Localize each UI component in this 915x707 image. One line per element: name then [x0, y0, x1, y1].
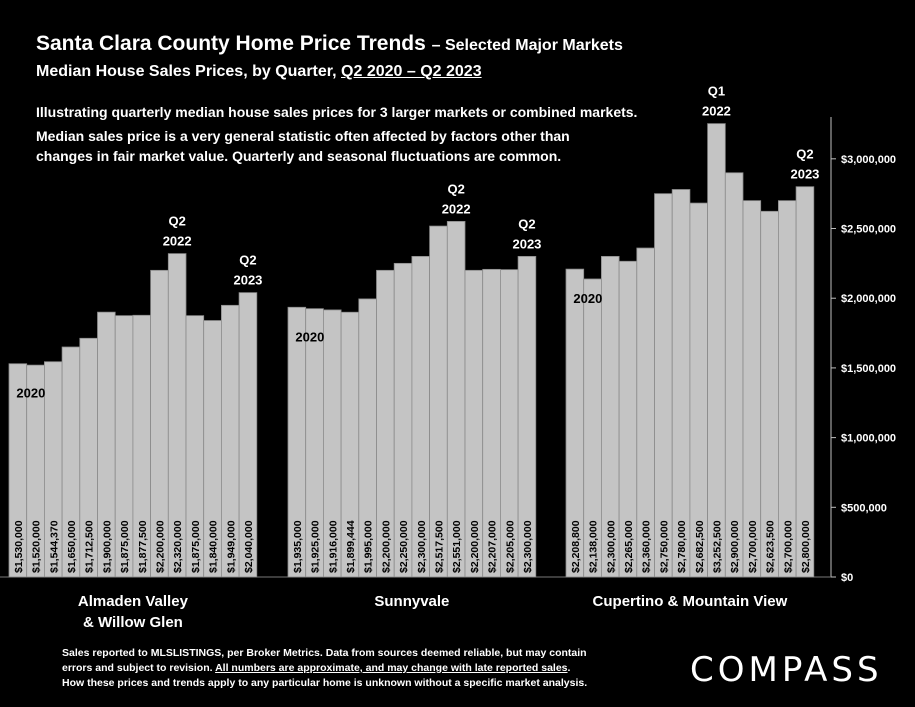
- quarter-annotation: Q2: [518, 216, 535, 231]
- bar-group: $1,530,000 $1,520,000 $1,544,370 $1,650,000…: [8, 214, 262, 578]
- bar-value-label: $1,520,000: [31, 520, 43, 573]
- bar-value-label: $1,935,000: [292, 520, 304, 573]
- bar-value-label: $2,200,000: [469, 520, 481, 573]
- bar-value-label: $2,780,000: [676, 520, 688, 573]
- bar-value-label: $2,265,000: [623, 520, 635, 573]
- footer-line-2c: .: [567, 662, 571, 674]
- bar-value-label: $2,750,000: [658, 520, 670, 573]
- quarter-annotation: Q2: [239, 253, 256, 268]
- bar-value-label: $1,650,000: [66, 520, 78, 573]
- quarter-annotation: 2023: [512, 236, 541, 251]
- bar: [724, 172, 744, 578]
- y-tick-label: $1,000,000: [841, 433, 896, 445]
- group-label: Cupertino & Mountain View: [593, 593, 788, 610]
- title-main: Santa Clara County Home Price Trends: [36, 32, 426, 55]
- quarter-annotation: 2023: [790, 167, 819, 182]
- note-line-2: Median sales price is a very general sta…: [36, 128, 570, 144]
- footer-line-2a: errors and subject to revision.: [62, 662, 213, 674]
- bar-value-label: $2,517,500: [433, 520, 445, 573]
- bar: [707, 123, 726, 578]
- bar-value-label: $2,300,000: [416, 520, 428, 573]
- bar-value-label: $2,205,000: [504, 520, 516, 573]
- bar-value-label: $1,712,500: [84, 520, 96, 573]
- chart-title: Santa Clara County Home Price Trends – S…: [36, 32, 623, 56]
- compass-logo: COMPASS: [690, 650, 883, 690]
- quarter-annotation: Q1: [708, 84, 725, 99]
- bar-value-label: $2,138,000: [588, 520, 600, 573]
- bar-value-label: $1,840,000: [208, 520, 220, 573]
- year-annotation: 2020: [295, 329, 324, 344]
- y-tick-label: $3,000,000: [841, 154, 896, 166]
- subtitle-range: Q2 2020 – Q2 2023: [341, 63, 482, 80]
- bar-value-label: $2,320,000: [172, 520, 184, 573]
- bar-value-label: $1,925,000: [310, 520, 322, 573]
- bar-value-label: $1,995,000: [363, 520, 375, 573]
- bar-group: $1,935,000 $1,925,000 $1,916,000 $1,899,444…: [287, 181, 541, 578]
- bar-value-label: $1,875,000: [190, 520, 202, 573]
- bar-value-label: $1,544,370: [48, 520, 60, 573]
- bar-value-label: $1,900,000: [101, 520, 113, 573]
- bar-value-label: $2,700,000: [747, 520, 759, 573]
- y-tick-label: $0: [841, 572, 853, 584]
- quarter-annotation: 2022: [442, 201, 471, 216]
- bar-value-label: $2,250,000: [398, 520, 410, 573]
- bar-value-label: $2,700,000: [782, 520, 794, 573]
- bar-value-label: $2,300,000: [522, 520, 534, 573]
- footer-line-3: How these prices and trends apply to any…: [62, 677, 588, 689]
- footer-line-1: Sales reported to MLSLISTINGS, per Broke…: [62, 647, 587, 659]
- bar: [795, 186, 815, 578]
- group-label: Sunnyvale: [374, 593, 449, 610]
- bar: [238, 292, 258, 578]
- footer-line-2b: All numbers are approximate, and may cha…: [215, 662, 568, 674]
- bar-value-label: $1,899,444: [345, 520, 357, 573]
- quarter-annotation: Q2: [447, 181, 464, 196]
- y-tick-label: $500,000: [841, 502, 887, 514]
- title-suffix: – Selected Major Markets: [431, 37, 623, 54]
- bar-value-label: $2,360,000: [641, 520, 653, 573]
- year-annotation: 2020: [573, 291, 602, 306]
- bar-value-label: $2,200,000: [154, 520, 166, 573]
- group-label: & Willow Glen: [83, 614, 183, 631]
- bar-value-label: $1,875,000: [119, 520, 131, 573]
- bar-value-label: $1,530,000: [13, 520, 25, 573]
- quarter-annotation: Q2: [168, 214, 185, 229]
- bar: [517, 255, 537, 578]
- bar-value-label: $1,916,000: [327, 520, 339, 573]
- footer-disclaimer: Sales reported to MLSLISTINGS, per Broke…: [62, 646, 587, 691]
- y-tick-label: $1,500,000: [841, 363, 896, 375]
- note-block: Median sales price is a very general sta…: [36, 126, 570, 166]
- bar-value-label: $2,800,000: [800, 520, 812, 573]
- quarter-annotation: 2022: [702, 104, 731, 119]
- note-line-1: Illustrating quarterly median house sale…: [36, 104, 638, 120]
- bar-value-label: $2,623,500: [765, 520, 777, 573]
- bar-value-label: $2,208,800: [570, 520, 582, 573]
- bar-value-label: $2,040,000: [243, 520, 255, 573]
- bar-value-label: $3,252,500: [711, 520, 723, 573]
- group-label: Almaden Valley: [78, 593, 189, 610]
- bar-value-label: $2,900,000: [729, 520, 741, 573]
- bar-value-label: $2,551,000: [451, 520, 463, 573]
- note-line-3: changes in fair market value. Quarterly …: [36, 148, 562, 164]
- footer-line-2: errors and subject to revision. All numb…: [62, 661, 587, 676]
- bar-group: $2,208,800 $2,138,000 $2,300,000 $2,265,000…: [565, 84, 819, 578]
- bar-value-label: $1,877,500: [137, 520, 149, 573]
- chart-subtitle: Median House Sales Prices, by Quarter, Q…: [36, 63, 482, 81]
- bar: [671, 189, 691, 578]
- bar-value-label: $2,207,000: [487, 520, 499, 573]
- quarter-annotation: 2023: [233, 273, 262, 288]
- bar: [654, 193, 673, 578]
- quarter-annotation: 2022: [163, 234, 192, 249]
- y-tick-label: $2,000,000: [841, 293, 896, 305]
- bar-value-label: $1,949,000: [225, 520, 237, 573]
- year-annotation: 2020: [16, 386, 45, 401]
- bar-value-label: $2,200,000: [380, 520, 392, 573]
- subtitle-prefix: Median House Sales Prices, by Quarter,: [36, 63, 337, 80]
- y-tick-label: $2,500,000: [841, 224, 896, 236]
- quarter-annotation: Q2: [796, 147, 813, 162]
- bar-value-label: $2,682,500: [694, 520, 706, 573]
- bar-value-label: $2,300,000: [605, 520, 617, 573]
